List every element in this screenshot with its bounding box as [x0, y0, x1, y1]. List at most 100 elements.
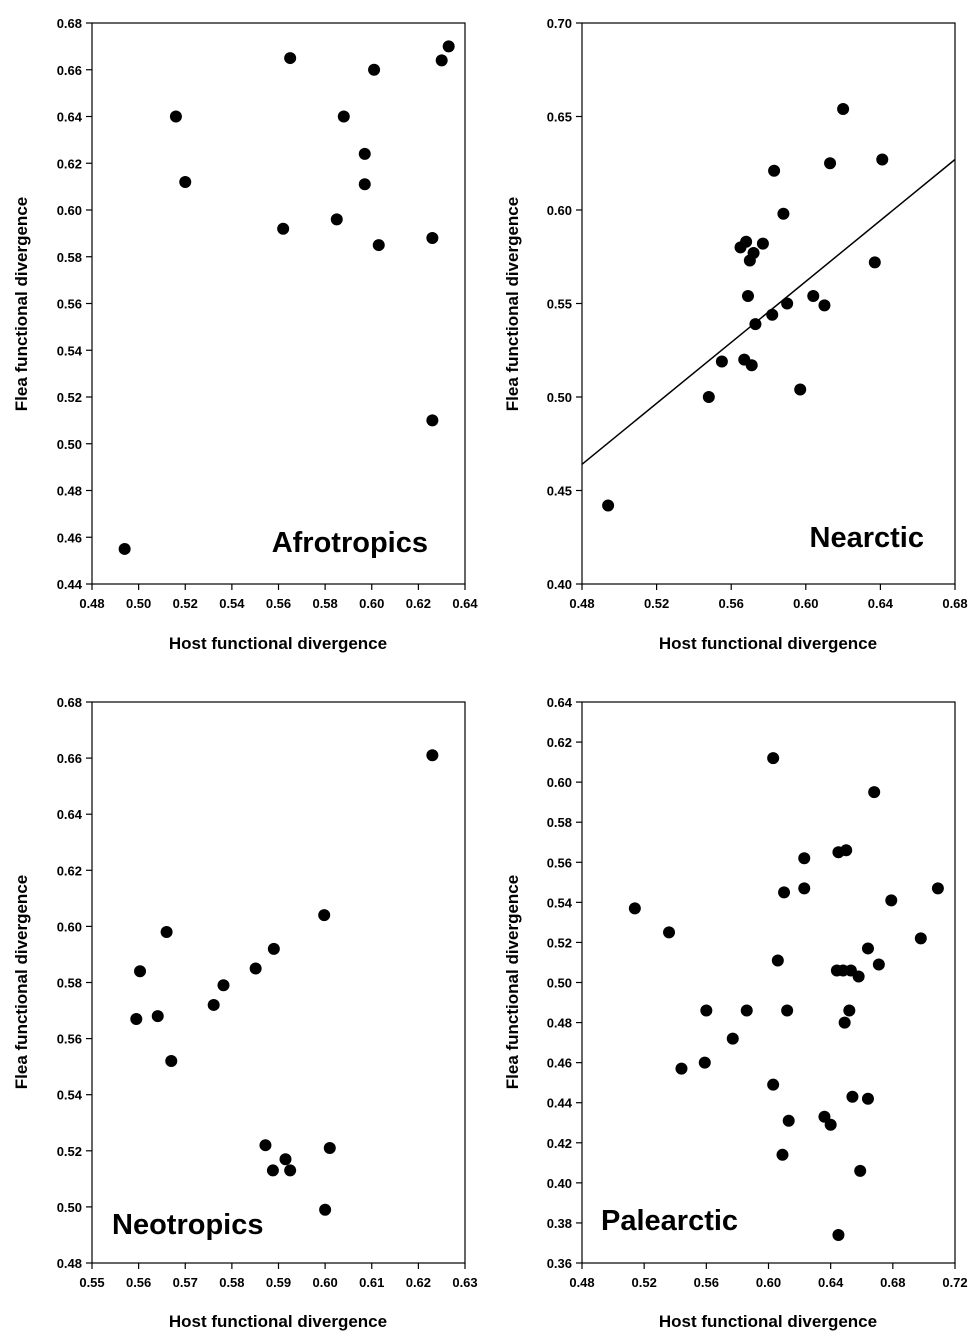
- y-tick-label: 0.64: [547, 695, 573, 710]
- y-tick-label: 0.56: [547, 855, 572, 870]
- x-tick-label: 0.56: [266, 596, 291, 611]
- data-point: [675, 1062, 688, 1075]
- data-point: [818, 299, 831, 312]
- y-tick-label: 0.46: [547, 1056, 572, 1071]
- x-tick-label: 0.52: [173, 596, 198, 611]
- x-tick-label: 0.52: [632, 1275, 657, 1290]
- data-point: [756, 237, 769, 250]
- data-point: [766, 308, 779, 321]
- y-tick-label: 0.54: [57, 343, 83, 358]
- data-point: [266, 1164, 279, 1177]
- data-point: [824, 157, 837, 170]
- data-point: [337, 110, 350, 123]
- y-tick-label: 0.46: [57, 530, 82, 545]
- data-point: [778, 886, 791, 899]
- y-tick-label: 0.54: [547, 895, 573, 910]
- data-point: [118, 542, 131, 555]
- data-point: [179, 175, 192, 188]
- x-tick-label: 0.54: [219, 596, 245, 611]
- y-tick-label: 0.60: [547, 203, 572, 218]
- data-point: [768, 164, 781, 177]
- data-point: [165, 1055, 178, 1068]
- data-point: [249, 962, 262, 975]
- data-point: [868, 256, 881, 269]
- data-point: [838, 1016, 851, 1029]
- x-tick-label: 0.60: [312, 1275, 337, 1290]
- data-point: [868, 786, 881, 799]
- y-tick-label: 0.48: [547, 1016, 572, 1031]
- data-point: [767, 752, 780, 765]
- data-point: [330, 213, 343, 226]
- data-point: [794, 383, 807, 396]
- y-tick-label: 0.40: [547, 1176, 572, 1191]
- data-point: [368, 63, 381, 76]
- scatter-panel-4: 0.48 0.52 0.56 0.60 0.64 0.68 0.72 0.36 0.38 0.40…: [503, 695, 968, 1331]
- data-point: [782, 1114, 795, 1127]
- data-point: [207, 998, 220, 1011]
- x-axis-label: Host functional divergence: [659, 1312, 877, 1331]
- data-point: [854, 1164, 867, 1177]
- data-point: [151, 1010, 164, 1023]
- y-tick-label: 0.60: [57, 203, 82, 218]
- x-axis-label: Host functional divergence: [659, 634, 877, 653]
- x-tick-label: 0.62: [406, 596, 431, 611]
- data-point: [781, 297, 794, 310]
- y-tick-label: 0.50: [57, 437, 82, 452]
- plot-frame: [91, 22, 466, 585]
- y-tick-label: 0.44: [547, 1096, 573, 1111]
- y-tick-label: 0.52: [57, 390, 82, 405]
- data-point: [931, 882, 944, 895]
- x-tick-label: 0.59: [266, 1275, 291, 1290]
- x-tick-label: 0.64: [818, 1275, 844, 1290]
- y-tick-label: 0.50: [547, 390, 572, 405]
- x-tick-label: 0.63: [452, 1275, 477, 1290]
- data-point: [767, 1078, 780, 1091]
- plot-frame: [91, 701, 466, 1264]
- data-point: [284, 1164, 297, 1177]
- x-tick-label: 0.55: [79, 1275, 104, 1290]
- data-point: [318, 909, 331, 922]
- y-tick-label: 0.56: [57, 297, 82, 312]
- data-point: [358, 178, 371, 191]
- x-tick-label: 0.60: [359, 596, 384, 611]
- y-tick-label: 0.58: [57, 250, 82, 265]
- y-tick-label: 0.68: [57, 16, 82, 31]
- data-point: [846, 1090, 859, 1103]
- y-tick-label: 0.50: [57, 1200, 82, 1215]
- x-tick-label: 0.68: [942, 596, 967, 611]
- y-tick-label: 0.56: [57, 1032, 82, 1047]
- y-tick-label: 0.40: [547, 577, 572, 592]
- data-point: [843, 1004, 856, 1017]
- y-tick-label: 0.52: [547, 935, 572, 950]
- y-tick-label: 0.42: [547, 1136, 572, 1151]
- x-tick-label: 0.50: [126, 596, 151, 611]
- data-point: [777, 207, 790, 220]
- data-point: [840, 844, 853, 857]
- scatter-panel-2: 0.48 0.52 0.56 0.60 0.64 0.68 0.40 0.45 0.50 0.55…: [503, 16, 968, 653]
- data-point: [435, 54, 448, 67]
- x-axis-label: Host functional divergence: [169, 1312, 387, 1331]
- data-point: [628, 902, 641, 915]
- data-point: [442, 40, 455, 53]
- y-tick-label: 0.38: [547, 1216, 572, 1231]
- y-tick-label: 0.65: [547, 110, 572, 125]
- plot-frame: [581, 22, 956, 585]
- x-tick-label: 0.64: [452, 596, 478, 611]
- data-point: [277, 222, 290, 235]
- y-axis-label: Flea functional divergence: [12, 875, 31, 1089]
- data-point: [279, 1153, 292, 1166]
- y-tick-label: 0.64: [57, 110, 83, 125]
- y-tick-label: 0.44: [57, 577, 83, 592]
- data-point: [885, 894, 898, 907]
- y-tick-label: 0.50: [547, 976, 572, 991]
- data-point: [726, 1032, 739, 1045]
- data-point: [740, 235, 753, 248]
- x-tick-label: 0.68: [880, 1275, 905, 1290]
- x-tick-label: 0.56: [719, 596, 744, 611]
- data-point: [745, 359, 758, 372]
- y-tick-label: 0.48: [57, 1256, 82, 1271]
- y-tick-label: 0.58: [57, 976, 82, 991]
- y-tick-label: 0.66: [57, 63, 82, 78]
- data-point: [747, 247, 760, 260]
